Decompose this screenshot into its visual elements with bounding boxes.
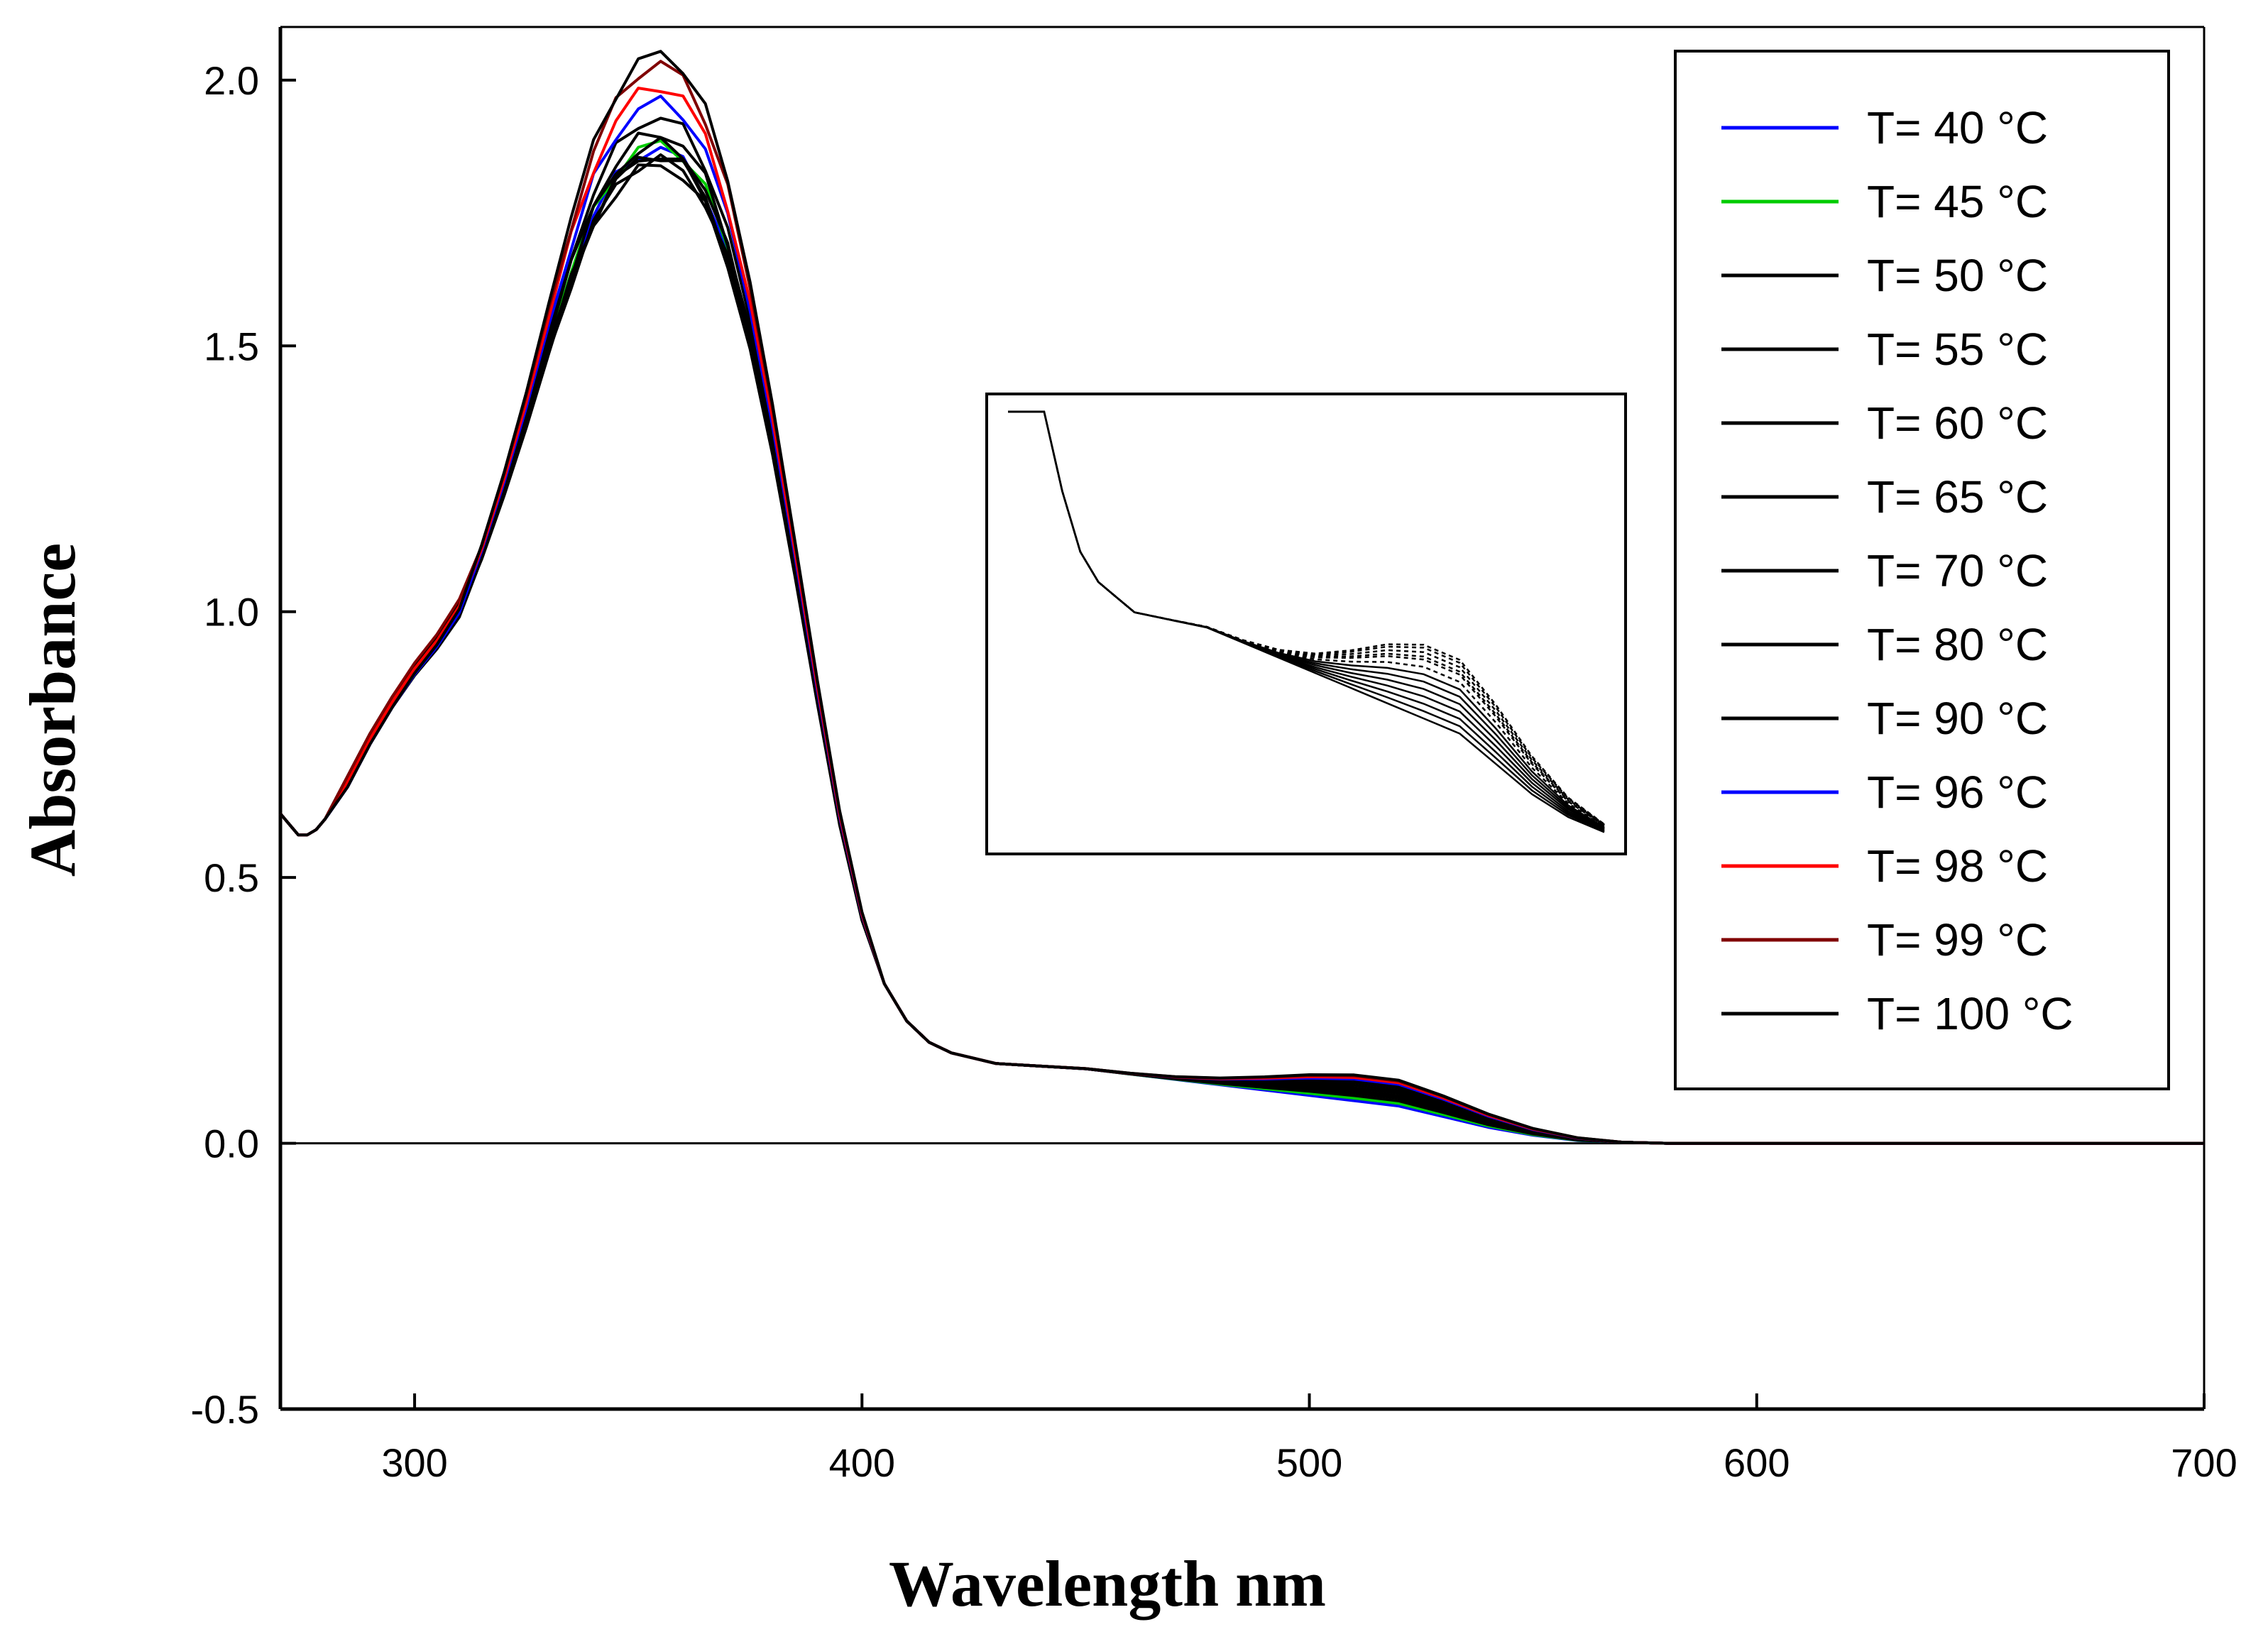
y-tick-label: 0.0	[204, 1122, 259, 1166]
x-axis-ticks: 300 400 500 600 700	[381, 1393, 2237, 1485]
legend-label: T= 100 °C	[1867, 988, 2073, 1039]
series-line	[279, 50, 2204, 1145]
inset-panel	[985, 393, 1627, 855]
legend: T= 40 °C T= 45 °C T= 50 °C T= 55 °C T= 60 °C…	[1674, 50, 2170, 1090]
legend-label: T= 40 °C	[1867, 102, 2048, 153]
legend-label: T= 70 °C	[1867, 545, 2048, 596]
y-tick-label: 1.0	[204, 590, 259, 635]
x-tick-label: 400	[829, 1440, 895, 1485]
y-axis-title: Absorbance	[16, 543, 89, 877]
legend-label: T= 50 °C	[1867, 250, 2048, 301]
legend-label: T= 99 °C	[1867, 914, 2048, 965]
legend-entries: T= 40 °C T= 45 °C T= 50 °C T= 55 °C T= 60 °C…	[1721, 102, 2073, 1039]
y-tick-label: 2.0	[204, 58, 259, 103]
x-axis-title: Wavelength nm	[889, 1547, 1326, 1620]
legend-label: T= 80 °C	[1867, 619, 2048, 670]
x-tick-label: 300	[381, 1440, 447, 1485]
y-axis-ticks: -0.5 0.0 0.5 1.0 1.5 2.0	[191, 58, 296, 1432]
legend-label: T= 45 °C	[1867, 176, 2048, 227]
inset-lines	[1008, 410, 1605, 833]
x-tick-label: 600	[1724, 1440, 1790, 1485]
plot-area	[278, 26, 2206, 1411]
legend-label: T= 90 °C	[1867, 693, 2048, 744]
legend-label: T= 55 °C	[1867, 324, 2048, 375]
y-tick-label: 1.5	[204, 324, 259, 368]
x-tick-label: 700	[2171, 1440, 2237, 1485]
legend-label: T= 98 °C	[1867, 840, 2048, 892]
inset-series-line	[1008, 410, 1605, 826]
inset-frame	[985, 393, 1627, 855]
x-tick-label: 500	[1276, 1440, 1342, 1485]
legend-label: T= 96 °C	[1867, 767, 2048, 818]
y-tick-label: 0.5	[204, 855, 259, 900]
legend-label: T= 65 °C	[1867, 471, 2048, 522]
series-lines	[279, 50, 2204, 1145]
legend-label: T= 60 °C	[1867, 398, 2048, 449]
y-tick-label: -0.5	[191, 1387, 260, 1432]
